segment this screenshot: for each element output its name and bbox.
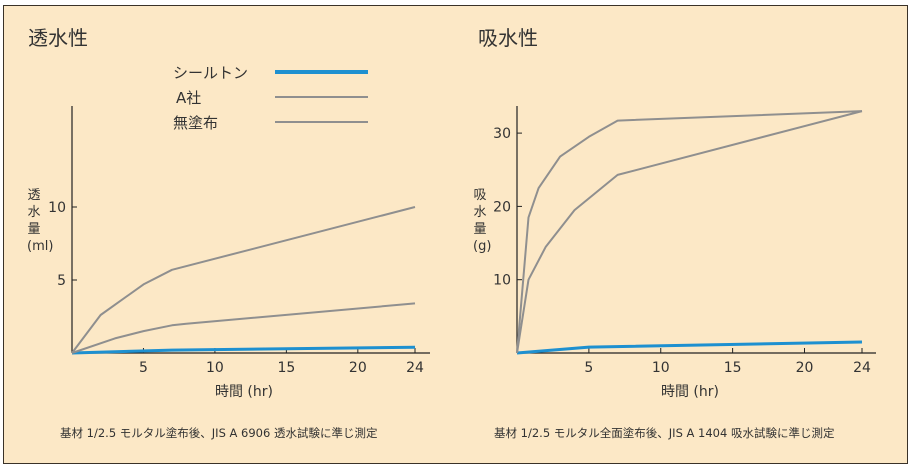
c1-series-line-2: [516, 110, 863, 354]
c0-series-line-1: [71, 302, 416, 354]
c1-series-line-0: [516, 340, 863, 355]
c1-x-tick-label: 20: [796, 360, 814, 376]
c0-y-tick-label: 10: [48, 200, 66, 216]
c0-title: 透水性: [28, 26, 88, 50]
c1-x-tick-label: 5: [584, 360, 593, 376]
c0-series-line-2: [71, 206, 416, 354]
c0-x-tick-label: 20: [349, 360, 367, 376]
c0-x-tick-label: 24: [406, 360, 424, 376]
c1-y-axis-label: 吸水量 (g): [473, 188, 492, 254]
c1-y-tick-label: 10: [493, 273, 511, 289]
c1-footnote: 基材 1/2.5 モルタル全面塗布後、JIS A 1404 吸水試験に準じ測定: [494, 426, 835, 440]
c1-x-tick-label: 15: [724, 360, 742, 376]
chart-panel: [3, 5, 908, 464]
c0-legend-label: シールトン: [173, 64, 248, 82]
c0-legend-label: A社: [176, 89, 201, 107]
c0-x-axis-label: 時間 (hr): [215, 384, 273, 400]
c1-title: 吸水性: [478, 26, 538, 50]
c0-series-line-0: [71, 345, 416, 355]
c0-y-tick-label: 5: [57, 273, 66, 289]
c1-x-axis-label: 時間 (hr): [661, 384, 719, 400]
c1-series-line-1: [516, 110, 863, 354]
c1-y-tick-label: 20: [493, 199, 511, 215]
c0-x-tick-label: 15: [277, 360, 295, 376]
c0-legend-label: 無塗布: [173, 114, 218, 132]
c1-x-tick-label: 24: [853, 360, 871, 376]
c0-footnote: 基材 1/2.5 モルタル塗布後、JIS A 6906 透水試験に準じ測定: [60, 426, 378, 440]
c0-x-tick-label: 5: [139, 360, 148, 376]
c0-y-axis-label: 透水量 (ml): [27, 188, 54, 254]
c1-y-tick-label: 30: [493, 126, 511, 142]
c1-x-tick-label: 10: [652, 360, 670, 376]
c0-x-tick-label: 10: [206, 360, 224, 376]
